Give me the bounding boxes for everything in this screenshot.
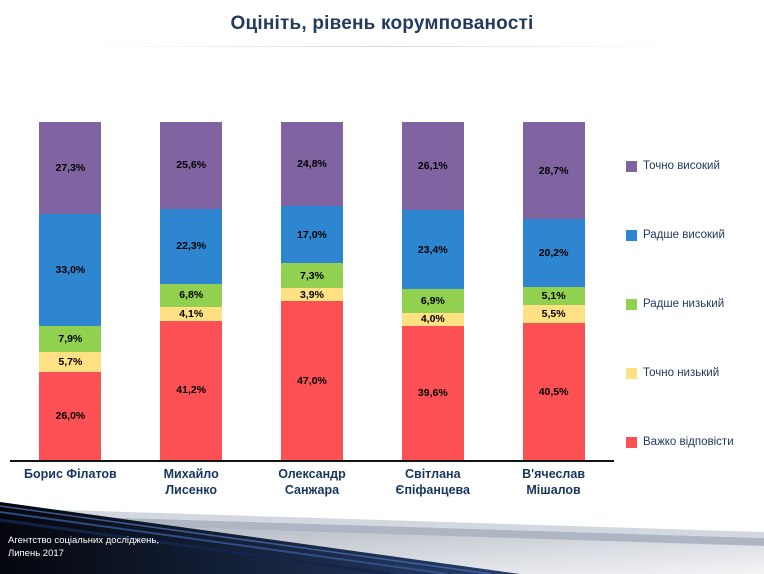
data-label: 40,5% xyxy=(538,385,569,398)
data-label: 5,5% xyxy=(541,307,566,320)
legend-swatch-icon xyxy=(626,160,637,172)
category-label: Світлана Єпіфанцева xyxy=(395,467,471,497)
category-label: Борис Філатов xyxy=(24,467,117,481)
bar-segment: 7,9% xyxy=(39,325,102,353)
data-label: 5,7% xyxy=(58,356,83,369)
bar-3: 24,8% 17,0% 7,3% 3,9% 47,0% xyxy=(280,122,343,460)
legend-label: Точно високий xyxy=(643,160,720,172)
data-label: 5,1% xyxy=(541,289,566,302)
bar-segment: 5,5% xyxy=(522,304,585,324)
data-label: 3,9% xyxy=(300,288,324,301)
data-label: 7,9% xyxy=(58,333,83,346)
data-label: 47,0% xyxy=(297,374,327,387)
legend-label: Важко відповісти xyxy=(643,436,734,448)
bar-segment: 5,1% xyxy=(522,287,585,305)
legend: Точно високий Радше високий Радше низький Т… xyxy=(626,160,762,448)
bar-segment: 47,0% xyxy=(280,301,343,460)
bar-segment: 26,0% xyxy=(39,371,102,460)
legend-swatch-icon xyxy=(626,436,637,448)
legend-item: Точно високий xyxy=(626,160,762,172)
data-label: 39,6% xyxy=(417,387,448,400)
data-label: 26,1% xyxy=(417,160,448,173)
bar-segment: 22,3% xyxy=(160,208,223,284)
bar-segment: 6,9% xyxy=(401,289,464,313)
data-label: 4,1% xyxy=(179,307,204,320)
data-label: 41,2% xyxy=(176,384,207,397)
data-label: 4,0% xyxy=(420,313,445,326)
bar-segment: 7,3% xyxy=(280,263,343,288)
bar-segment: 5,7% xyxy=(39,352,102,372)
legend-swatch-icon xyxy=(626,229,637,241)
data-label: 6,9% xyxy=(420,294,445,307)
footer-credit-line2: Липень 2017 xyxy=(8,548,64,559)
bar-segment: 17,0% xyxy=(280,205,343,264)
data-label: 6,8% xyxy=(179,289,204,302)
data-label: 27,3% xyxy=(55,162,86,175)
bar-segment: 27,3% xyxy=(39,122,102,215)
data-label: 28,7% xyxy=(538,164,569,177)
category-label: В'ячеслав Мішалов xyxy=(522,467,586,497)
bar-segment: 41,2% xyxy=(160,320,223,460)
legend-swatch-icon xyxy=(626,298,637,310)
bar-5: 28,7% 20,2% 5,1% 5,5% 40,5% xyxy=(522,122,585,460)
bar-segment: 4,0% xyxy=(401,312,464,327)
bar-4: 26,1% 23,4% 6,9% 4,0% 39,6% xyxy=(401,122,464,460)
footer-credit: Агентство соціальних досліджень, Липень … xyxy=(8,534,159,560)
data-label: 25,6% xyxy=(176,159,207,172)
legend-label: Точно низький xyxy=(643,367,720,379)
bar-segment: 24,8% xyxy=(280,122,343,206)
footer-banner xyxy=(0,498,764,574)
plot-area: 27,3% 33,0% 7,9% 5,7% 26,0% 25,6% 22,3% 6,8% 4,1… xyxy=(10,122,614,462)
bar-segment: 3,9% xyxy=(280,287,343,302)
bar-segment: 25,6% xyxy=(160,122,223,209)
data-label: 26,0% xyxy=(55,409,86,422)
legend-label: Радше низький xyxy=(643,298,725,310)
data-label: 17,0% xyxy=(297,228,327,241)
footer-credit-line1: Агентство соціальних досліджень, xyxy=(8,535,159,546)
bar-1: 27,3% 33,0% 7,9% 5,7% 26,0% xyxy=(39,122,102,460)
category-label: Олександр Санжара xyxy=(278,467,346,497)
category-axis: Борис Філатов Михайло Лисенко Олександр Са… xyxy=(10,467,614,498)
category-label: Михайло Лисенко xyxy=(163,467,219,497)
chart-title: Оцініть, рівень корумпованості xyxy=(230,13,534,34)
bar-2: 25,6% 22,3% 6,8% 4,1% 41,2% xyxy=(160,122,223,460)
data-label: 7,3% xyxy=(300,269,324,282)
bar-segment: 33,0% xyxy=(39,214,102,326)
legend-swatch-icon xyxy=(626,367,637,379)
bar-segment: 40,5% xyxy=(522,323,585,460)
legend-item: Радше високий xyxy=(626,229,762,241)
bar-segment: 20,2% xyxy=(522,219,585,288)
footer-banner-graphic xyxy=(0,502,764,574)
legend-label: Радше високий xyxy=(643,229,725,241)
data-label: 33,0% xyxy=(55,264,86,277)
bar-segment: 39,6% xyxy=(401,326,464,460)
bar-segment: 23,4% xyxy=(401,210,464,290)
legend-item: Радше низький xyxy=(626,298,762,310)
bar-segment: 28,7% xyxy=(522,122,585,219)
title-divider xyxy=(91,46,673,47)
legend-item: Точно низький xyxy=(626,367,762,379)
bar-segment: 6,8% xyxy=(160,283,223,307)
data-label: 23,4% xyxy=(417,243,448,256)
data-label: 20,2% xyxy=(538,247,569,260)
legend-item: Важко відповісти xyxy=(626,436,762,448)
bar-segment: 4,1% xyxy=(160,306,223,321)
data-label: 22,3% xyxy=(176,240,207,253)
bar-segment: 26,1% xyxy=(401,122,464,211)
data-label: 24,8% xyxy=(297,157,327,170)
